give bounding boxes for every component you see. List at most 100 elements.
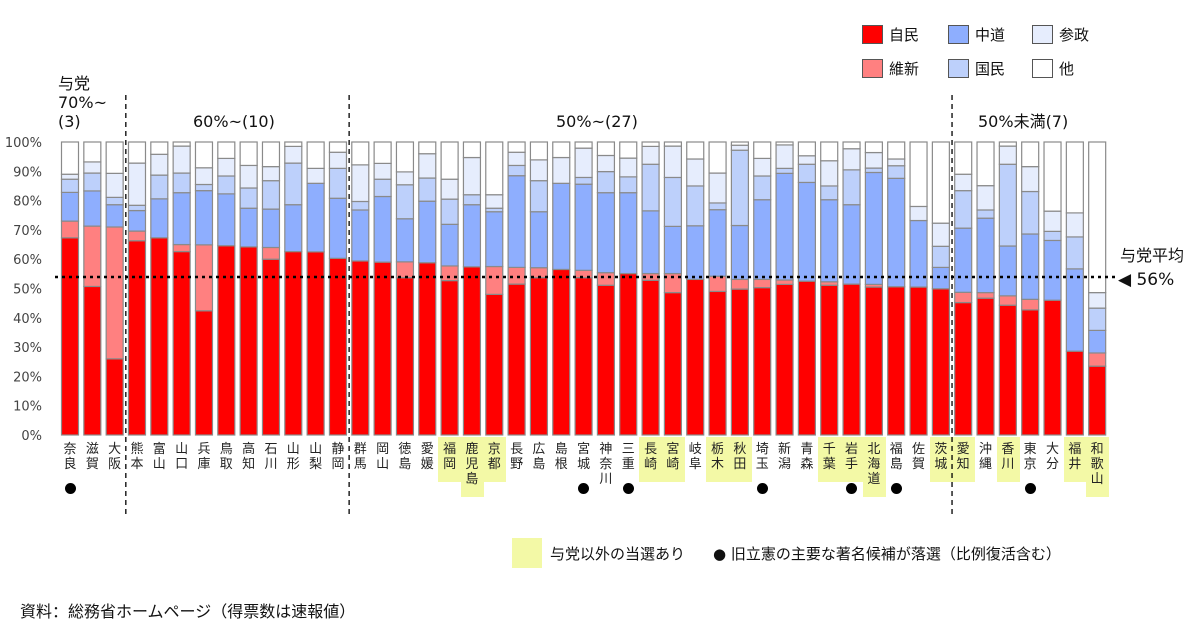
bar-segment-他-山形 — [284, 141, 303, 147]
bar-segment-中道-奈良 — [60, 191, 80, 222]
bar-segment-他-富山 — [150, 141, 169, 155]
category-label: 鹿児島 — [465, 442, 479, 487]
bar-segment-参政-大阪 — [105, 172, 124, 198]
bar-segment-維新-愛知 — [954, 291, 973, 304]
bar-segment-自民-鹿児島 — [462, 266, 482, 436]
highlight-band — [952, 437, 975, 482]
bar-segment-維新-石川 — [261, 246, 281, 260]
legend-item-other: 他 — [1032, 58, 1074, 79]
bar-segment-自民-富山 — [150, 237, 169, 436]
bar-segment-自民-秋田 — [730, 288, 750, 436]
bar-segment-他-熊本 — [127, 141, 147, 164]
bar-segment-参政-和歌山 — [1088, 292, 1107, 309]
bar-segment-維新-山口 — [172, 243, 191, 253]
bar-segment-他-大分 — [1043, 141, 1062, 212]
bar-segment-中道-熊本 — [127, 209, 147, 232]
bar-segment-中道-山形 — [284, 204, 303, 253]
category-label: 長野 — [510, 442, 524, 472]
bar-segment-維新-大阪 — [105, 226, 124, 360]
bar-segment-国民-鹿児島 — [462, 194, 482, 206]
bar-segment-自民-石川 — [261, 258, 281, 436]
bar-segment-他-秋田 — [730, 141, 750, 146]
y-tick-label: 80% — [13, 195, 42, 210]
group-label-line: 70%~ — [58, 93, 107, 112]
bar-segment-維新-京都 — [485, 265, 504, 295]
bar-segment-中道-福井 — [1065, 268, 1084, 352]
category-label: 静岡 — [331, 442, 345, 472]
bar-segment-維新-神奈川 — [596, 272, 616, 286]
bar-segment-自民-徳島 — [395, 277, 415, 436]
highlight-swatch — [512, 538, 542, 568]
category-label: 新潟 — [778, 442, 792, 472]
group-label-under50: 50%未満(7) — [978, 112, 1069, 131]
legend-item-kokumin: 国民 — [948, 58, 1005, 79]
bar-segment-他-神奈川 — [596, 141, 616, 157]
bar-segment-自民-沖縄 — [976, 297, 995, 436]
bar-segment-国民-新潟 — [775, 167, 794, 174]
bar-segment-中道-青森 — [797, 181, 816, 282]
bar-segment-中道-福島 — [887, 177, 906, 288]
bar-segment-中道-和歌山 — [1088, 329, 1107, 354]
category-label: 秋田 — [733, 442, 747, 472]
bar-segment-国民-富山 — [150, 174, 169, 200]
bar-segment-中道-福岡 — [440, 223, 459, 267]
bar-segment-維新-沖縄 — [976, 292, 995, 299]
bar-segment-参政-北海道 — [864, 151, 883, 169]
y-tick-label: 30% — [13, 341, 42, 356]
bar-segment-他-徳島 — [395, 141, 415, 173]
bar-segment-中道-滋賀 — [83, 190, 102, 227]
category-label: 鳥取 — [219, 442, 233, 472]
bar-segment-他-兵庫 — [194, 141, 214, 169]
bar-segment-中道-石川 — [261, 208, 281, 249]
bar-segment-国民-長野 — [507, 164, 526, 177]
bar-segment-国民-福岡 — [440, 198, 459, 225]
bar-segment-他-青森 — [797, 141, 816, 157]
bar-segment-自民-佐賀 — [909, 286, 928, 436]
bar-segment-中道-群馬 — [351, 209, 370, 262]
note-legend: 与党以外の当選あり ● 旧立憲の主要な著名候補が落選（比例復活含む） — [512, 538, 1061, 568]
bar-segment-自民-神奈川 — [596, 284, 616, 436]
bar-segment-参政-福井 — [1065, 212, 1084, 238]
bar-segment-自民-茨城 — [931, 288, 950, 436]
highlight-band — [929, 437, 953, 482]
bar-segment-自民-岡山 — [373, 261, 392, 436]
bar-segment-他-石川 — [261, 141, 281, 168]
bar-segment-自民-熊本 — [127, 240, 147, 436]
highlight-band — [706, 437, 730, 482]
legend-item-ishin: 維新 — [862, 58, 919, 79]
bar-segment-自民-岩手 — [842, 283, 861, 436]
bar-segment-参政-滋賀 — [83, 161, 102, 174]
category-label: 島根 — [554, 442, 568, 472]
bar-segment-参政-岩手 — [842, 148, 861, 171]
bar-segment-自民-埼玉 — [753, 287, 772, 436]
y-tick-label: 20% — [13, 370, 42, 385]
bar-segment-中道-山口 — [172, 192, 191, 246]
bar-segment-自民-福島 — [887, 286, 906, 436]
bar-segment-中道-高知 — [239, 207, 258, 248]
category-label: 沖縄 — [979, 442, 993, 472]
bar-segment-他-大阪 — [105, 141, 124, 174]
category-label: 岩手 — [845, 442, 859, 472]
bar-segment-参政-岡山 — [373, 162, 392, 180]
category-label: 愛知 — [956, 442, 970, 472]
bar-segment-参政-青森 — [797, 155, 816, 165]
bar-segment-他-佐賀 — [909, 141, 928, 208]
average-label: 与党平均 — [1120, 246, 1185, 265]
highlight-band — [840, 437, 864, 482]
bar-segment-国民-福島 — [887, 165, 906, 179]
bar-segment-参政-沖縄 — [976, 185, 995, 211]
category-label: 兵庫 — [197, 442, 211, 472]
bar-segment-自民-宮崎 — [663, 292, 683, 436]
bar-segment-維新-香川 — [998, 295, 1017, 306]
bar-segment-他-宮城 — [574, 141, 593, 149]
bar-segment-他-沖縄 — [976, 141, 995, 187]
category-label: 宮城 — [577, 442, 591, 472]
highlight-band — [996, 437, 1020, 482]
bar-segment-国民-栃木 — [708, 202, 727, 211]
category-label: 東京 — [1023, 442, 1037, 472]
bar-segment-中道-島根 — [552, 182, 571, 271]
bar-segment-中道-長崎 — [641, 210, 660, 275]
bar-segment-他-高知 — [239, 141, 258, 167]
bar-segment-中道-鳥取 — [217, 193, 236, 247]
bar-segment-参政-鳥取 — [217, 157, 236, 177]
